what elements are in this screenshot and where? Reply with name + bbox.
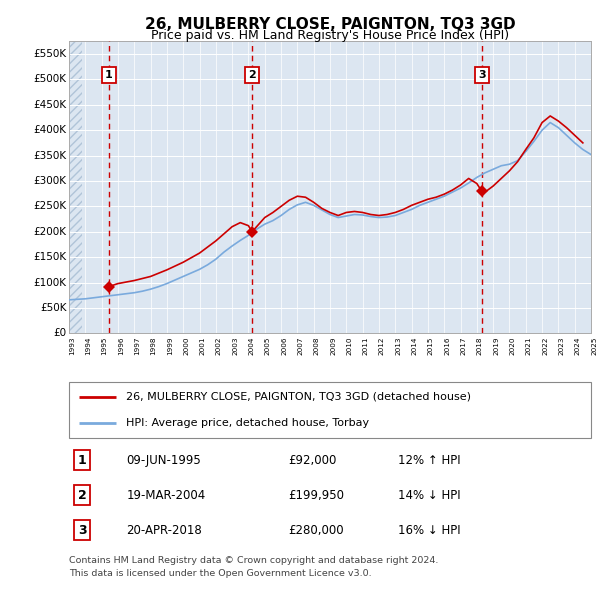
- Text: 2005: 2005: [265, 336, 271, 355]
- Text: £100K: £100K: [34, 277, 67, 287]
- Text: Contains HM Land Registry data © Crown copyright and database right 2024.: Contains HM Land Registry data © Crown c…: [69, 556, 439, 565]
- Text: 1994: 1994: [85, 336, 91, 355]
- Text: 16% ↓ HPI: 16% ↓ HPI: [398, 524, 460, 537]
- Text: 2: 2: [248, 70, 256, 80]
- Text: 2016: 2016: [444, 336, 450, 355]
- Text: 2013: 2013: [395, 336, 401, 355]
- Text: £50K: £50K: [40, 303, 67, 313]
- Text: 2019: 2019: [493, 336, 499, 355]
- Text: 1993: 1993: [69, 336, 75, 355]
- Text: 2022: 2022: [542, 336, 548, 355]
- Text: £550K: £550K: [33, 49, 67, 59]
- Text: 2018: 2018: [477, 336, 483, 355]
- Text: £199,950: £199,950: [288, 489, 344, 502]
- Text: 2: 2: [77, 489, 86, 502]
- Text: 2008: 2008: [314, 336, 320, 355]
- Text: £92,000: £92,000: [288, 454, 337, 467]
- Text: £500K: £500K: [34, 74, 67, 84]
- Text: 14% ↓ HPI: 14% ↓ HPI: [398, 489, 460, 502]
- Text: 2009: 2009: [330, 336, 336, 355]
- Text: 2002: 2002: [216, 336, 222, 355]
- Text: £300K: £300K: [34, 176, 67, 186]
- Text: 3: 3: [478, 70, 485, 80]
- Text: 2010: 2010: [346, 336, 352, 355]
- Text: 2023: 2023: [559, 336, 565, 355]
- Text: £450K: £450K: [33, 100, 67, 110]
- Text: 2012: 2012: [379, 336, 385, 355]
- Text: 2006: 2006: [281, 336, 287, 355]
- Text: Price paid vs. HM Land Registry's House Price Index (HPI): Price paid vs. HM Land Registry's House …: [151, 30, 509, 42]
- Text: 2020: 2020: [509, 336, 515, 355]
- Text: 1998: 1998: [151, 336, 157, 355]
- Text: 1996: 1996: [118, 336, 124, 355]
- Text: 2021: 2021: [526, 336, 532, 355]
- Bar: [69, 41, 82, 333]
- Text: 20-APR-2018: 20-APR-2018: [127, 524, 202, 537]
- Text: 26, MULBERRY CLOSE, PAIGNTON, TQ3 3GD: 26, MULBERRY CLOSE, PAIGNTON, TQ3 3GD: [145, 17, 515, 31]
- Text: £250K: £250K: [33, 201, 67, 211]
- Text: £400K: £400K: [34, 125, 67, 135]
- Text: 26, MULBERRY CLOSE, PAIGNTON, TQ3 3GD (detached house): 26, MULBERRY CLOSE, PAIGNTON, TQ3 3GD (d…: [127, 392, 472, 402]
- Text: 2025: 2025: [591, 336, 597, 355]
- Text: 2015: 2015: [428, 336, 434, 355]
- Text: £200K: £200K: [34, 227, 67, 237]
- Text: 1: 1: [77, 454, 86, 467]
- Text: This data is licensed under the Open Government Licence v3.0.: This data is licensed under the Open Gov…: [69, 569, 371, 578]
- Text: 2004: 2004: [248, 336, 254, 355]
- Text: £280,000: £280,000: [288, 524, 344, 537]
- Text: 1997: 1997: [134, 336, 140, 355]
- Text: £0: £0: [53, 329, 67, 338]
- Text: 2011: 2011: [362, 336, 368, 355]
- Text: 2001: 2001: [199, 336, 205, 355]
- Text: 19-MAR-2004: 19-MAR-2004: [127, 489, 206, 502]
- Text: 2024: 2024: [575, 336, 581, 355]
- Text: 2017: 2017: [461, 336, 467, 355]
- Text: 2003: 2003: [232, 336, 238, 355]
- Text: 3: 3: [78, 524, 86, 537]
- Text: 2000: 2000: [183, 336, 189, 355]
- Text: 09-JUN-1995: 09-JUN-1995: [127, 454, 201, 467]
- Text: 2007: 2007: [298, 336, 304, 355]
- Text: 12% ↑ HPI: 12% ↑ HPI: [398, 454, 460, 467]
- Text: 2014: 2014: [412, 336, 418, 355]
- Text: £150K: £150K: [33, 252, 67, 262]
- Text: HPI: Average price, detached house, Torbay: HPI: Average price, detached house, Torb…: [127, 418, 370, 428]
- Text: 1999: 1999: [167, 336, 173, 355]
- Text: £350K: £350K: [33, 150, 67, 160]
- Text: 1: 1: [105, 70, 113, 80]
- Text: 1995: 1995: [101, 336, 107, 355]
